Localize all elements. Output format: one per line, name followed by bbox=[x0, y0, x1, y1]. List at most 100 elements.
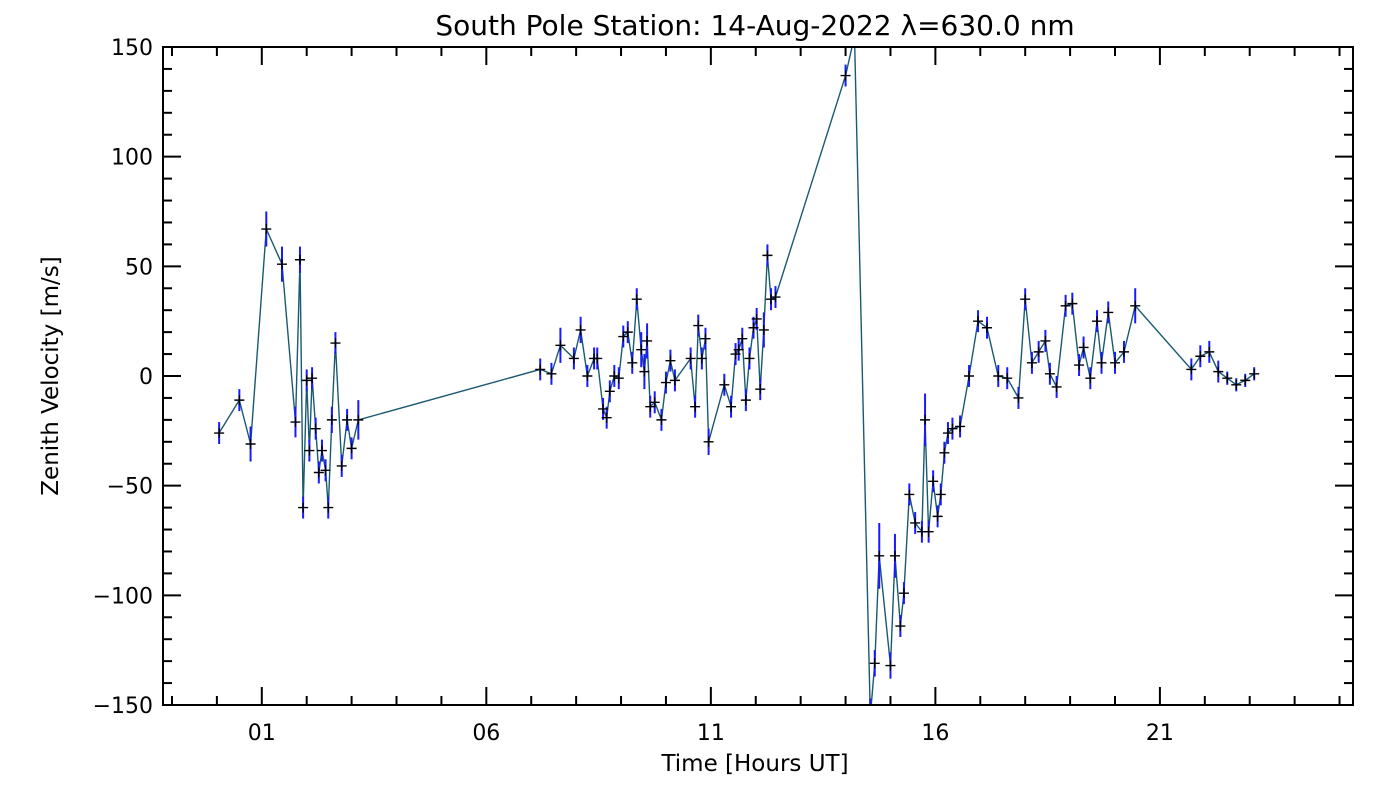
data-point bbox=[604, 386, 615, 397]
data-point bbox=[618, 331, 629, 342]
x-tick-label: 16 bbox=[921, 721, 949, 746]
data-point bbox=[700, 333, 711, 344]
data-point bbox=[726, 401, 737, 412]
data-point bbox=[568, 353, 579, 364]
data-point bbox=[740, 395, 751, 406]
data-point bbox=[939, 447, 950, 458]
data-point bbox=[1249, 368, 1260, 379]
data-point bbox=[298, 502, 309, 513]
data-point bbox=[245, 438, 256, 449]
data-point bbox=[1002, 373, 1013, 384]
data-point bbox=[744, 353, 755, 364]
data-point bbox=[766, 294, 777, 305]
data-layer bbox=[214, 47, 1260, 705]
data-point bbox=[665, 355, 676, 366]
data-point bbox=[575, 324, 586, 335]
data-point bbox=[1195, 351, 1206, 362]
data-point bbox=[737, 333, 748, 344]
data-point bbox=[261, 224, 272, 235]
plot-frame bbox=[162, 46, 1354, 706]
data-point bbox=[696, 353, 707, 364]
data-point bbox=[307, 373, 318, 384]
data-point bbox=[592, 353, 603, 364]
data-point bbox=[693, 320, 704, 331]
data-point bbox=[342, 414, 353, 425]
data-point bbox=[755, 384, 766, 395]
data-point bbox=[1074, 360, 1085, 371]
data-point bbox=[277, 259, 287, 270]
data-point bbox=[947, 423, 958, 434]
data-point bbox=[660, 377, 671, 388]
y-tick-label: 50 bbox=[125, 255, 153, 280]
data-point bbox=[874, 550, 885, 561]
y-tick-label: −50 bbox=[107, 475, 153, 500]
data-point bbox=[642, 335, 653, 346]
x-tick-label: 01 bbox=[248, 721, 276, 746]
y-tick-label: −150 bbox=[93, 694, 153, 719]
data-point bbox=[636, 344, 647, 355]
data-point bbox=[762, 250, 773, 261]
data-point bbox=[770, 292, 781, 303]
data-point bbox=[613, 373, 624, 384]
data-point bbox=[353, 414, 364, 425]
data-point bbox=[685, 353, 696, 364]
data-point bbox=[323, 502, 334, 513]
data-point bbox=[346, 443, 357, 454]
data-point bbox=[304, 445, 315, 456]
data-point bbox=[1013, 392, 1024, 403]
data-point bbox=[733, 344, 744, 355]
x-tick-label: 06 bbox=[472, 721, 500, 746]
data-point bbox=[1092, 316, 1103, 327]
data-point bbox=[840, 70, 851, 81]
data-point bbox=[1213, 366, 1224, 377]
data-point bbox=[234, 395, 245, 406]
data-point bbox=[1096, 357, 1107, 368]
chart-title: South Pole Station: 14-Aug-2022 λ=630.0 … bbox=[435, 9, 1074, 42]
plot-area: 01 06 11 16 21 150 100 50 0 −50 −100 −150 bbox=[93, 36, 1354, 746]
data-point bbox=[1231, 379, 1242, 390]
y-tick-label: 0 bbox=[139, 365, 153, 390]
data-point bbox=[923, 526, 934, 537]
data-point bbox=[1067, 298, 1078, 309]
data-point bbox=[1103, 307, 1114, 318]
data-point bbox=[601, 412, 612, 423]
data-point bbox=[656, 414, 667, 425]
data-point bbox=[326, 414, 337, 425]
x-axis-label: Time [Hours UT] bbox=[660, 751, 848, 777]
data-point bbox=[719, 379, 730, 390]
data-point bbox=[885, 660, 896, 671]
data-point bbox=[546, 368, 557, 379]
data-point bbox=[336, 460, 347, 471]
data-point bbox=[1118, 346, 1129, 357]
data-point bbox=[649, 397, 660, 408]
data-point bbox=[330, 338, 341, 349]
data-point bbox=[214, 428, 225, 439]
data-point bbox=[964, 371, 975, 381]
data-point bbox=[748, 322, 759, 333]
data-point bbox=[932, 511, 943, 522]
data-point bbox=[301, 375, 312, 386]
data-point bbox=[898, 588, 909, 599]
data-point bbox=[1240, 375, 1251, 386]
data-point bbox=[598, 403, 609, 414]
data-point bbox=[758, 324, 769, 335]
data-point bbox=[935, 489, 946, 500]
data-point bbox=[1110, 357, 1120, 368]
data-point bbox=[535, 364, 546, 375]
data-point bbox=[910, 517, 921, 528]
data-point bbox=[631, 294, 642, 305]
data-point bbox=[928, 476, 939, 487]
data-point bbox=[294, 254, 305, 265]
data-point bbox=[895, 621, 906, 632]
data-point bbox=[313, 467, 324, 478]
data-point bbox=[310, 423, 321, 434]
data-point bbox=[320, 465, 331, 476]
data-point bbox=[316, 445, 327, 456]
data-point bbox=[1044, 368, 1055, 379]
data-point bbox=[869, 658, 880, 669]
y-tick-label: 100 bbox=[111, 146, 153, 171]
data-point bbox=[1204, 346, 1215, 357]
data-point bbox=[627, 357, 638, 368]
x-tick-label: 11 bbox=[697, 721, 725, 746]
